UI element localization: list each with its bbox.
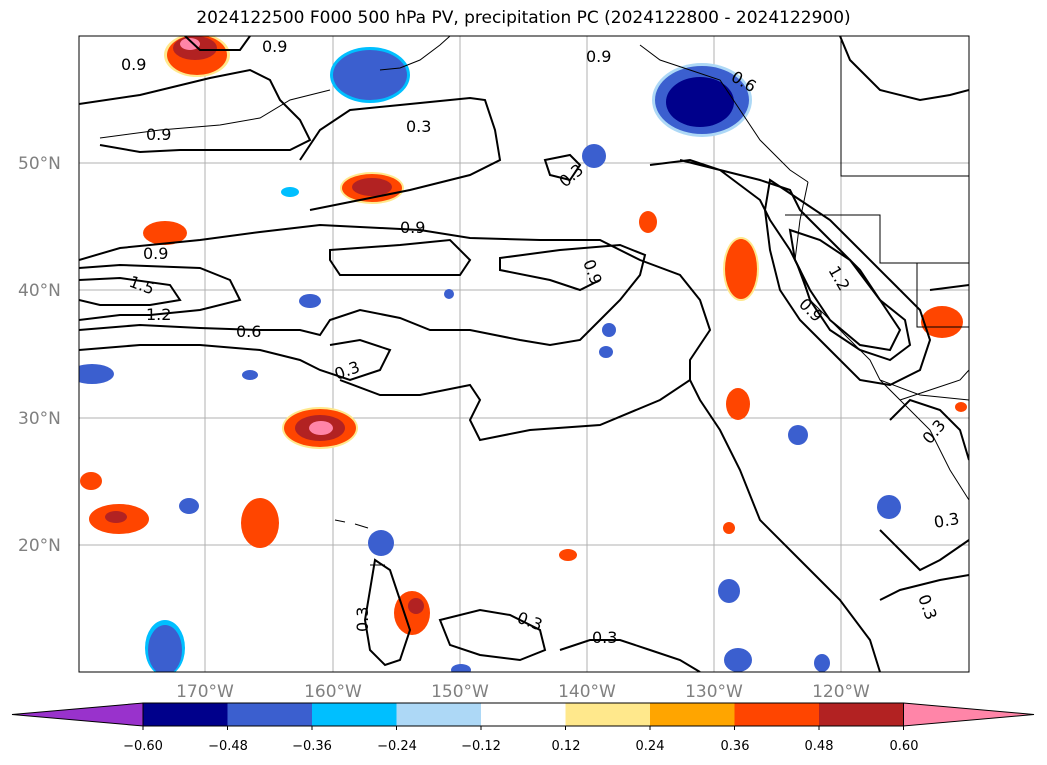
contour-label: 0.9 — [146, 125, 171, 144]
colorbar-tick-label: 0.24 — [636, 739, 665, 754]
colorbar-extend-low — [11, 702, 144, 727]
colorbar-ticks: −0.60 −0.48 −0.36 −0.24 −0.12 0.12 0.24 … — [123, 739, 918, 754]
colorbar-tick-label: −0.36 — [292, 739, 332, 754]
colorbar — [11, 702, 1035, 730]
map-area — [79, 36, 969, 672]
map-title: 2024122500 F000 500 hPa PV, precipitatio… — [196, 8, 851, 28]
lat-label: 20°N — [18, 536, 61, 556]
colorbar-tick-label: 0.60 — [890, 739, 919, 754]
colorbar-outline — [142, 702, 904, 727]
contour-label: 0.9 — [400, 218, 425, 237]
lat-label: 30°N — [18, 409, 61, 429]
precip-anomaly-layer — [79, 36, 967, 672]
contour-label: 0.3 — [353, 607, 372, 632]
contour-label: 1.2 — [146, 305, 171, 324]
contour-label: 0.9 — [121, 55, 146, 74]
contour-label: 0.3 — [932, 509, 960, 532]
lat-label: 40°N — [18, 281, 61, 301]
colorbar-tick-label: −0.48 — [208, 739, 248, 754]
lon-label: 130°W — [685, 682, 743, 702]
map-frame — [78, 35, 970, 673]
contour-label: 0.9 — [262, 37, 287, 56]
colorbar-tick-label: 0.36 — [721, 739, 750, 754]
contour-label: 0.3 — [592, 628, 617, 647]
colorbar-segment — [481, 703, 566, 726]
lon-label: 120°W — [812, 682, 870, 702]
lon-label: 170°W — [176, 682, 234, 702]
gridlines — [79, 36, 969, 672]
lat-label: 50°N — [18, 154, 61, 174]
colorbar-segment — [312, 703, 397, 726]
lon-label: 160°W — [304, 682, 362, 702]
latitude-labels: 50°N 40°N 30°N 20°N — [18, 154, 61, 556]
colorbar-tick-label: −0.60 — [123, 739, 163, 754]
colorbar-segment — [650, 703, 735, 726]
colorbar-tick-label: 0.12 — [552, 739, 581, 754]
pv-contours — [79, 36, 969, 672]
colorbar-segment — [143, 703, 228, 726]
colorbar-tick-label: 0.48 — [805, 739, 834, 754]
colorbar-segment — [734, 703, 820, 726]
colorbar-tick-label: −0.24 — [377, 739, 417, 754]
lon-label: 140°W — [558, 682, 616, 702]
colorbar-segment — [565, 703, 651, 726]
contour-label: 0.3 — [406, 117, 431, 136]
contour-label: 0.9 — [586, 47, 611, 66]
colorbar-segment — [396, 703, 482, 726]
lon-label: 150°W — [431, 682, 489, 702]
contour-label: 0.6 — [236, 322, 261, 341]
colorbar-segment — [227, 703, 313, 726]
longitude-labels: 170°W 160°W 150°W 140°W 130°W 120°W — [176, 682, 870, 702]
colorbar-segment — [819, 703, 904, 726]
contour-label: 0.9 — [143, 244, 168, 263]
colorbar-extend-high — [903, 702, 1035, 727]
colorbar-tick-label: −0.12 — [461, 739, 501, 754]
